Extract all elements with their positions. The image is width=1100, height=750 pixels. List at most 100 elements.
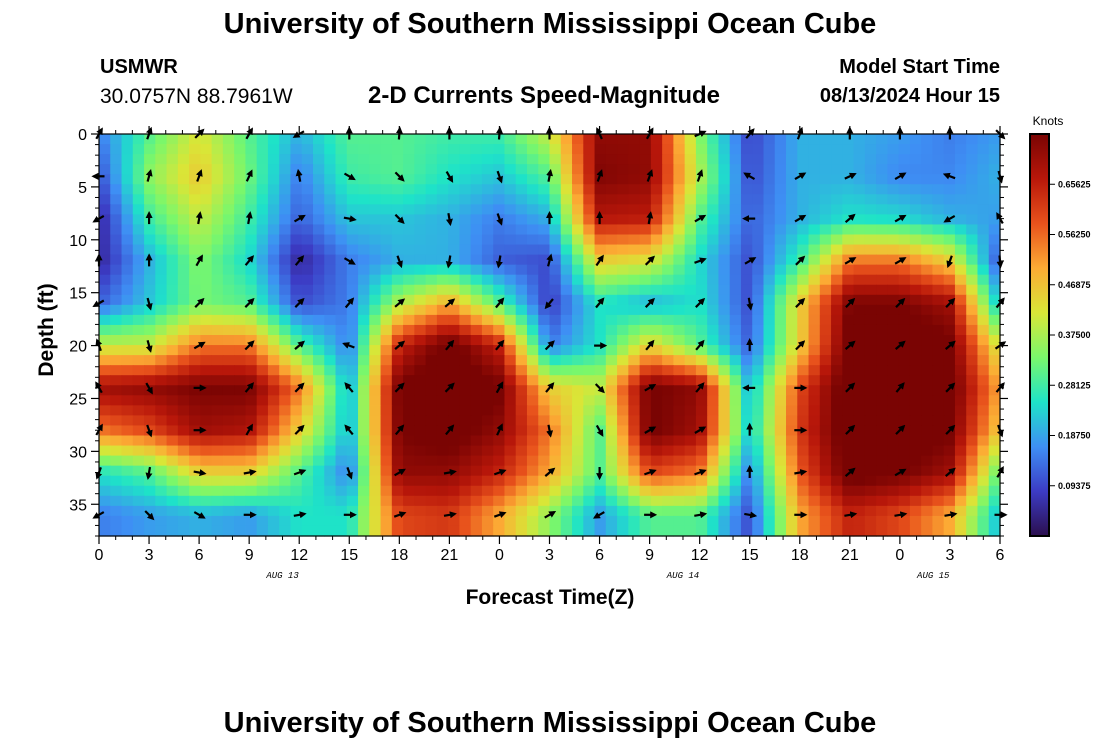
heatmap-cell — [932, 134, 945, 145]
heatmap-cell — [245, 304, 258, 316]
heatmap-cell — [504, 224, 517, 236]
heatmap-cell — [312, 495, 325, 507]
heatmap-cell — [988, 465, 1001, 477]
heatmap-cell — [819, 495, 832, 507]
heatmap-cell — [853, 164, 866, 175]
heatmap-cell — [189, 515, 201, 527]
heatmap-cell — [470, 525, 483, 537]
heatmap-cell — [121, 385, 134, 396]
heatmap-cell — [110, 415, 123, 427]
heatmap-cell — [132, 495, 145, 507]
heatmap-cell — [391, 525, 404, 537]
heatmap-cell — [290, 425, 303, 437]
heatmap-cell — [290, 264, 303, 276]
heatmap-cell — [312, 335, 325, 346]
heatmap-cell — [808, 505, 821, 517]
heatmap-cell — [144, 324, 156, 336]
heatmap-cell — [921, 485, 934, 497]
heatmap-cell — [853, 365, 866, 376]
heatmap-cell — [504, 234, 517, 246]
heatmap-cell — [222, 485, 235, 497]
heatmap-cell — [538, 455, 551, 467]
heatmap-cell — [121, 435, 134, 447]
heatmap-cell — [403, 254, 415, 266]
heatmap-cell — [583, 355, 596, 366]
heatmap-cell — [234, 234, 247, 246]
heatmap-cell — [898, 184, 911, 195]
heatmap-cell — [369, 385, 382, 396]
heatmap-cell — [977, 174, 990, 185]
heatmap-cell — [144, 284, 156, 296]
heatmap-cell — [436, 154, 449, 165]
heatmap-cell — [673, 154, 686, 165]
heatmap-cell — [358, 174, 370, 185]
heatmap-cell — [144, 274, 156, 286]
heatmap-cell — [819, 505, 832, 517]
heatmap-cell — [864, 264, 877, 276]
heatmap-cell — [560, 385, 573, 396]
heatmap-cell — [707, 184, 720, 195]
heatmap-cell — [493, 395, 506, 406]
heatmap-cell — [774, 525, 787, 537]
heatmap-cell — [921, 174, 934, 185]
heatmap-cell — [346, 184, 359, 195]
heatmap-cell — [831, 435, 843, 447]
heatmap-cell — [707, 154, 720, 165]
heatmap-cell — [549, 274, 562, 286]
heatmap-cell — [177, 475, 190, 487]
heatmap-cell — [650, 435, 663, 447]
heatmap-cell — [572, 345, 584, 356]
heatmap-cell — [898, 264, 911, 276]
heatmap-cell — [144, 174, 156, 185]
heatmap-cell — [932, 184, 945, 195]
heatmap-cell — [425, 485, 438, 497]
heatmap-cell — [481, 505, 494, 517]
heatmap-cell — [200, 405, 213, 416]
heatmap-cell — [594, 435, 607, 447]
heatmap-cell — [403, 234, 415, 246]
current-arrow — [746, 297, 754, 311]
heatmap-cell — [718, 385, 731, 396]
heatmap-cell — [639, 194, 652, 205]
heatmap-cell — [234, 515, 247, 527]
heatmap-cell — [763, 304, 776, 316]
heatmap-cell — [369, 324, 382, 336]
heatmap-cell — [312, 435, 325, 447]
heatmap-cell — [774, 455, 787, 467]
heatmap-cell — [121, 284, 134, 296]
heatmap-cell — [954, 415, 967, 427]
heatmap-cell — [932, 244, 945, 256]
heatmap-cell — [572, 495, 584, 507]
heatmap-cell — [526, 435, 539, 447]
heatmap-cell — [662, 435, 674, 447]
heatmap-cell — [121, 365, 134, 376]
heatmap-cell — [752, 515, 765, 527]
heatmap-cell — [234, 475, 247, 487]
heatmap-cell — [504, 184, 517, 195]
heatmap-cell — [628, 475, 641, 487]
heatmap-cell — [425, 224, 438, 236]
heatmap-cell — [155, 304, 168, 316]
heatmap-cell — [977, 134, 990, 145]
heatmap-cell — [346, 515, 359, 527]
heatmap-cell — [617, 324, 629, 336]
heatmap-cell — [977, 234, 990, 246]
heatmap-cell — [391, 485, 404, 497]
heatmap-cell — [572, 525, 584, 537]
current-arrow — [145, 382, 153, 395]
heatmap-cell — [222, 284, 235, 296]
heatmap-cell — [200, 164, 213, 175]
heatmap-cell — [876, 495, 888, 507]
heatmap-cell — [594, 234, 607, 246]
heatmap-cell — [358, 184, 370, 195]
heatmap-cell — [876, 405, 888, 416]
heatmap-cell — [267, 274, 280, 286]
heatmap-cell — [504, 214, 517, 226]
heatmap-cell — [448, 134, 460, 145]
heatmap-cell — [481, 304, 494, 316]
heatmap-cell — [887, 234, 900, 246]
heatmap-cell — [155, 505, 168, 517]
current-arrow — [293, 214, 306, 223]
heatmap-cell — [887, 495, 900, 507]
heatmap-cell — [189, 164, 201, 175]
